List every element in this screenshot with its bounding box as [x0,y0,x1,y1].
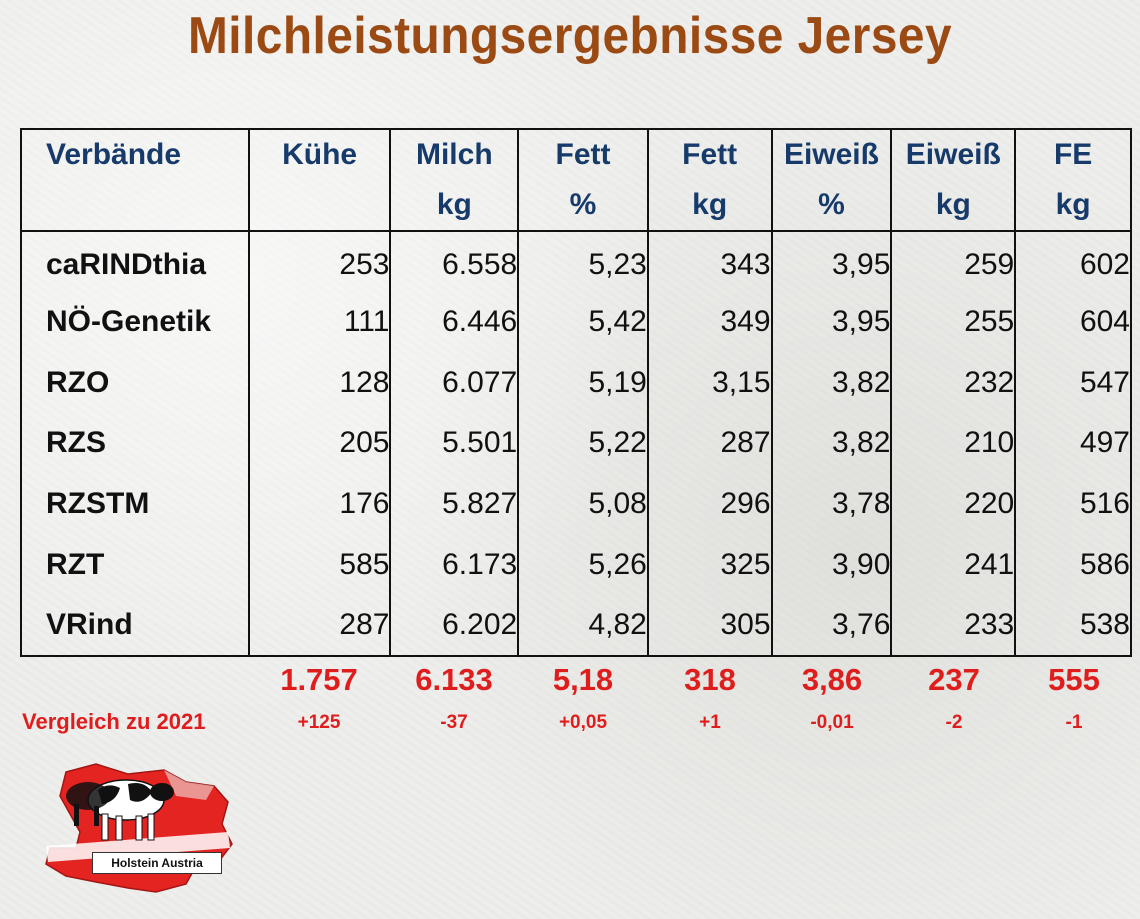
cell-eiweiss-kg: 241 [891,534,1017,596]
cell-kuehe: 128 [248,352,392,414]
cell-milch: 5.501 [390,413,520,474]
total-eiweiss-kg: 237 [928,662,980,697]
cell-fe-kg: 516 [1079,487,1130,521]
cell-eiweiss-kg: 210 [891,413,1017,474]
cell-kuehe: 287 [248,595,392,656]
cell-fett-kg: 349 [647,291,773,353]
cell-eiweiss-pct: 3,90 [771,534,893,596]
cell-eiweiss-pct: 3,76 [771,595,893,656]
table-row: RZSTM 176 5.827 5,08 296 3,78 220 516 [21,473,1131,535]
diff-fett-pct: +0,05 [558,712,608,733]
row-name: VRind [21,595,250,656]
cell-fett-kg: 305 [647,595,773,656]
table-row: RZT 585 6.173 5,26 325 3,90 241 586 [21,534,1131,596]
diff-kuehe: +125 [297,712,341,733]
holstein-austria-logo [45,763,233,893]
cell-fe-kg: 602 [1079,247,1130,281]
total-fett-pct: 5,18 [552,662,614,697]
cell-kuehe: 253 [248,231,392,292]
cell-kuehe: 585 [248,534,392,596]
header-eiweiss-kg: Eiweiß kg [891,129,1017,231]
header-fett-pct: Fett% [518,129,649,231]
header-kuehe: Kühe [248,129,392,231]
header-milch: Milch kg [390,129,520,231]
table-header-row: Verbände Kühe Milch kg Fett% Fett kg Eiwei… [21,129,1131,231]
cell-fett-pct: 5,42 [518,291,649,353]
results-table: Verbände Kühe Milch kg Fett% Fett kg Eiwei… [20,128,1132,657]
row-name: RZS [21,413,250,474]
diff-eiweiss-pct: -0,01 [810,712,854,733]
header-fett-kg: Fett kg [647,129,773,231]
cell-fett-pct: 4,82 [518,595,649,656]
cell-fett-pct: 5,26 [518,534,649,596]
cell-kuehe: 111 [248,291,392,353]
cell-eiweiss-kg: 255 [891,291,1017,353]
totals-row: 1.757 6.133 5,18 318 3,86 237 555 [20,662,1132,698]
total-fett-kg: 318 [684,662,736,697]
cell-kuehe: 205 [248,413,392,474]
table-row: NÖ-Genetik 111 6.446 5,42 349 3,95 255 6… [21,291,1131,353]
row-name: RZT [21,534,250,596]
comparison-row: +125 -37 +0,05 +1 -0,01 -2 -1 [20,712,1132,734]
header-fe-kg: FE kg [1053,138,1093,221]
cell-kuehe: 176 [248,473,392,535]
table-row: VRind 287 6.202 4,82 305 3,76 233 538 [21,595,1131,656]
page-title: Milchleistungsergebnisse Jersey [187,7,953,65]
cell-milch: 6.173 [390,534,520,596]
diff-fe-kg: -1 [1065,712,1083,733]
cell-fe-kg: 604 [1079,305,1130,339]
cell-fett-pct: 5,23 [518,231,649,292]
cell-fett-kg: 287 [647,413,773,474]
cell-milch: 6.202 [390,595,520,656]
diff-eiweiss-kg: -2 [945,712,963,733]
table-row: caRINDthia 253 6.558 5,23 343 3,95 259 6… [21,231,1131,292]
cell-fett-pct: 5,19 [518,352,649,414]
comparison-label: Vergleich zu 2021 [22,709,206,734]
cell-fett-pct: 5,08 [518,473,649,535]
cell-eiweiss-kg: 220 [891,473,1017,535]
cell-fett-kg: 325 [647,534,773,596]
cell-fett-kg: 3,15 [647,352,773,414]
total-kuehe: 1.757 [280,662,358,697]
total-milch: 6.133 [415,662,493,697]
cell-eiweiss-pct: 3,78 [771,473,893,535]
cell-fe-kg: 497 [1079,426,1130,460]
cell-eiweiss-pct: 3,95 [771,231,893,292]
row-name: RZSTM [21,473,250,535]
header-eiweiss-pct: Eiweiß% [771,129,893,231]
cell-fett-pct: 5,22 [518,413,649,474]
total-fe-kg: 555 [1048,662,1100,697]
row-name: caRINDthia [21,231,250,292]
cell-eiweiss-kg: 259 [891,231,1017,292]
cell-fett-kg: 343 [647,231,773,292]
cell-eiweiss-pct: 3,95 [771,291,893,353]
logo-label: Holstein Austria [92,852,222,874]
cell-eiweiss-pct: 3,82 [771,413,893,474]
diff-fett-kg: +1 [699,712,721,733]
table-row: RZS 205 5.501 5,22 287 3,82 210 497 [21,413,1131,474]
cell-milch: 6.446 [390,291,520,353]
cell-eiweiss-pct: 3,82 [771,352,893,414]
diff-milch: -37 [440,712,468,733]
table-row: RZO 128 6.077 5,19 3,15 3,82 232 547 [21,352,1131,414]
cell-eiweiss-kg: 233 [891,595,1017,656]
cell-eiweiss-kg: 232 [891,352,1017,414]
total-eiweiss-pct: 3,86 [801,662,863,697]
row-name: RZO [21,352,250,414]
cell-fett-kg: 296 [647,473,773,535]
cell-milch: 6.077 [390,352,520,414]
cell-fe-kg: 586 [1079,547,1130,581]
cell-milch: 6.558 [390,231,520,292]
row-name: NÖ-Genetik [21,291,250,353]
cell-fe-kg: 538 [1079,607,1130,641]
header-verbaende: Verbände [21,129,250,231]
cell-fe-kg: 547 [1079,365,1130,399]
cell-milch: 5.827 [390,473,520,535]
